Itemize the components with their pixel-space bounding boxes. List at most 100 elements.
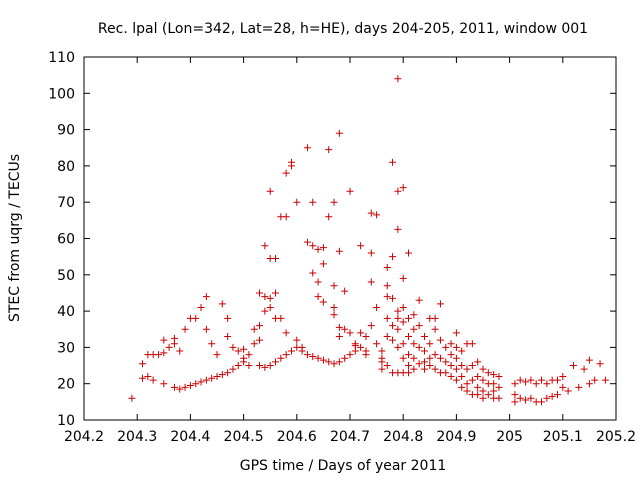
data-point (357, 329, 365, 337)
y-tick-label: 100 (48, 86, 75, 102)
data-point (522, 378, 530, 386)
data-point (256, 289, 264, 297)
data-point (463, 365, 471, 373)
data-point (335, 323, 343, 331)
data-point (330, 360, 338, 368)
y-axis: 10 20 30 40 50 60 70 80 90 100 110 (48, 50, 616, 429)
data-point (266, 303, 274, 311)
data-point (192, 380, 200, 388)
data-point (165, 343, 173, 351)
data-point (394, 75, 402, 83)
data-point (250, 340, 258, 348)
data-point (319, 298, 327, 306)
data-point (394, 307, 402, 315)
data-point (394, 325, 402, 333)
data-point (405, 333, 413, 341)
data-point (149, 376, 157, 384)
data-point (330, 198, 338, 206)
data-point (490, 380, 498, 388)
data-point (176, 347, 184, 355)
data-point (383, 264, 391, 272)
data-point (378, 365, 386, 373)
data-point (378, 358, 386, 366)
data-point (139, 360, 147, 368)
data-point (218, 371, 226, 379)
data-point (522, 396, 530, 404)
data-point (266, 294, 274, 302)
data-point (346, 329, 354, 337)
data-point (468, 340, 476, 348)
data-point (287, 347, 295, 355)
data-point (553, 391, 561, 399)
data-point (559, 383, 567, 391)
data-point (415, 360, 423, 368)
data-point (383, 314, 391, 322)
data-point (426, 362, 434, 370)
data-point (351, 342, 359, 350)
data-point (261, 307, 269, 315)
data-point (548, 392, 556, 400)
data-point (319, 244, 327, 252)
data-point (399, 340, 407, 348)
data-point (532, 380, 540, 388)
x-tick-label: 204.8 (383, 429, 423, 445)
data-point (378, 347, 386, 355)
data-point (240, 345, 248, 353)
data-point (399, 274, 407, 282)
data-point (490, 387, 498, 395)
data-point (479, 376, 487, 384)
data-point (415, 296, 423, 304)
data-point (405, 249, 413, 257)
data-point (367, 249, 375, 257)
x-tick-label: 204.9 (436, 429, 476, 445)
data-point (452, 329, 460, 337)
data-point (410, 325, 418, 333)
data-point (538, 398, 546, 406)
data-point (452, 354, 460, 362)
data-point (405, 351, 413, 359)
data-point (144, 372, 152, 380)
data-point (463, 387, 471, 395)
data-point (234, 362, 242, 370)
data-point (569, 362, 577, 370)
data-point (543, 380, 551, 388)
data-point (213, 372, 221, 380)
data-point (436, 354, 444, 362)
data-point (314, 278, 322, 286)
data-point (495, 372, 503, 380)
data-point (250, 325, 258, 333)
data-points (128, 75, 609, 406)
data-point (452, 376, 460, 384)
data-point (261, 242, 269, 250)
data-point (303, 351, 311, 359)
data-point (256, 322, 264, 330)
data-point (272, 254, 280, 262)
data-point (256, 362, 264, 370)
x-tick-label: 204.2 (64, 429, 104, 445)
data-point (490, 371, 498, 379)
data-point (197, 378, 205, 386)
y-tick-label: 60 (57, 232, 75, 248)
data-point (192, 314, 200, 322)
data-point (410, 365, 418, 373)
data-point (415, 343, 423, 351)
data-point (272, 358, 280, 366)
data-point (596, 360, 604, 368)
data-point (420, 347, 428, 355)
data-point (479, 365, 487, 373)
data-point (405, 369, 413, 377)
data-point (575, 383, 583, 391)
data-point (160, 336, 168, 344)
data-point (405, 314, 413, 322)
data-point (346, 351, 354, 359)
x-tick-label: 205 (496, 429, 523, 445)
data-point (468, 376, 476, 384)
data-point (389, 158, 397, 166)
data-point (484, 391, 492, 399)
data-point (202, 325, 210, 333)
data-point (330, 311, 338, 319)
data-point (357, 242, 365, 250)
data-point (266, 187, 274, 195)
data-point (431, 314, 439, 322)
